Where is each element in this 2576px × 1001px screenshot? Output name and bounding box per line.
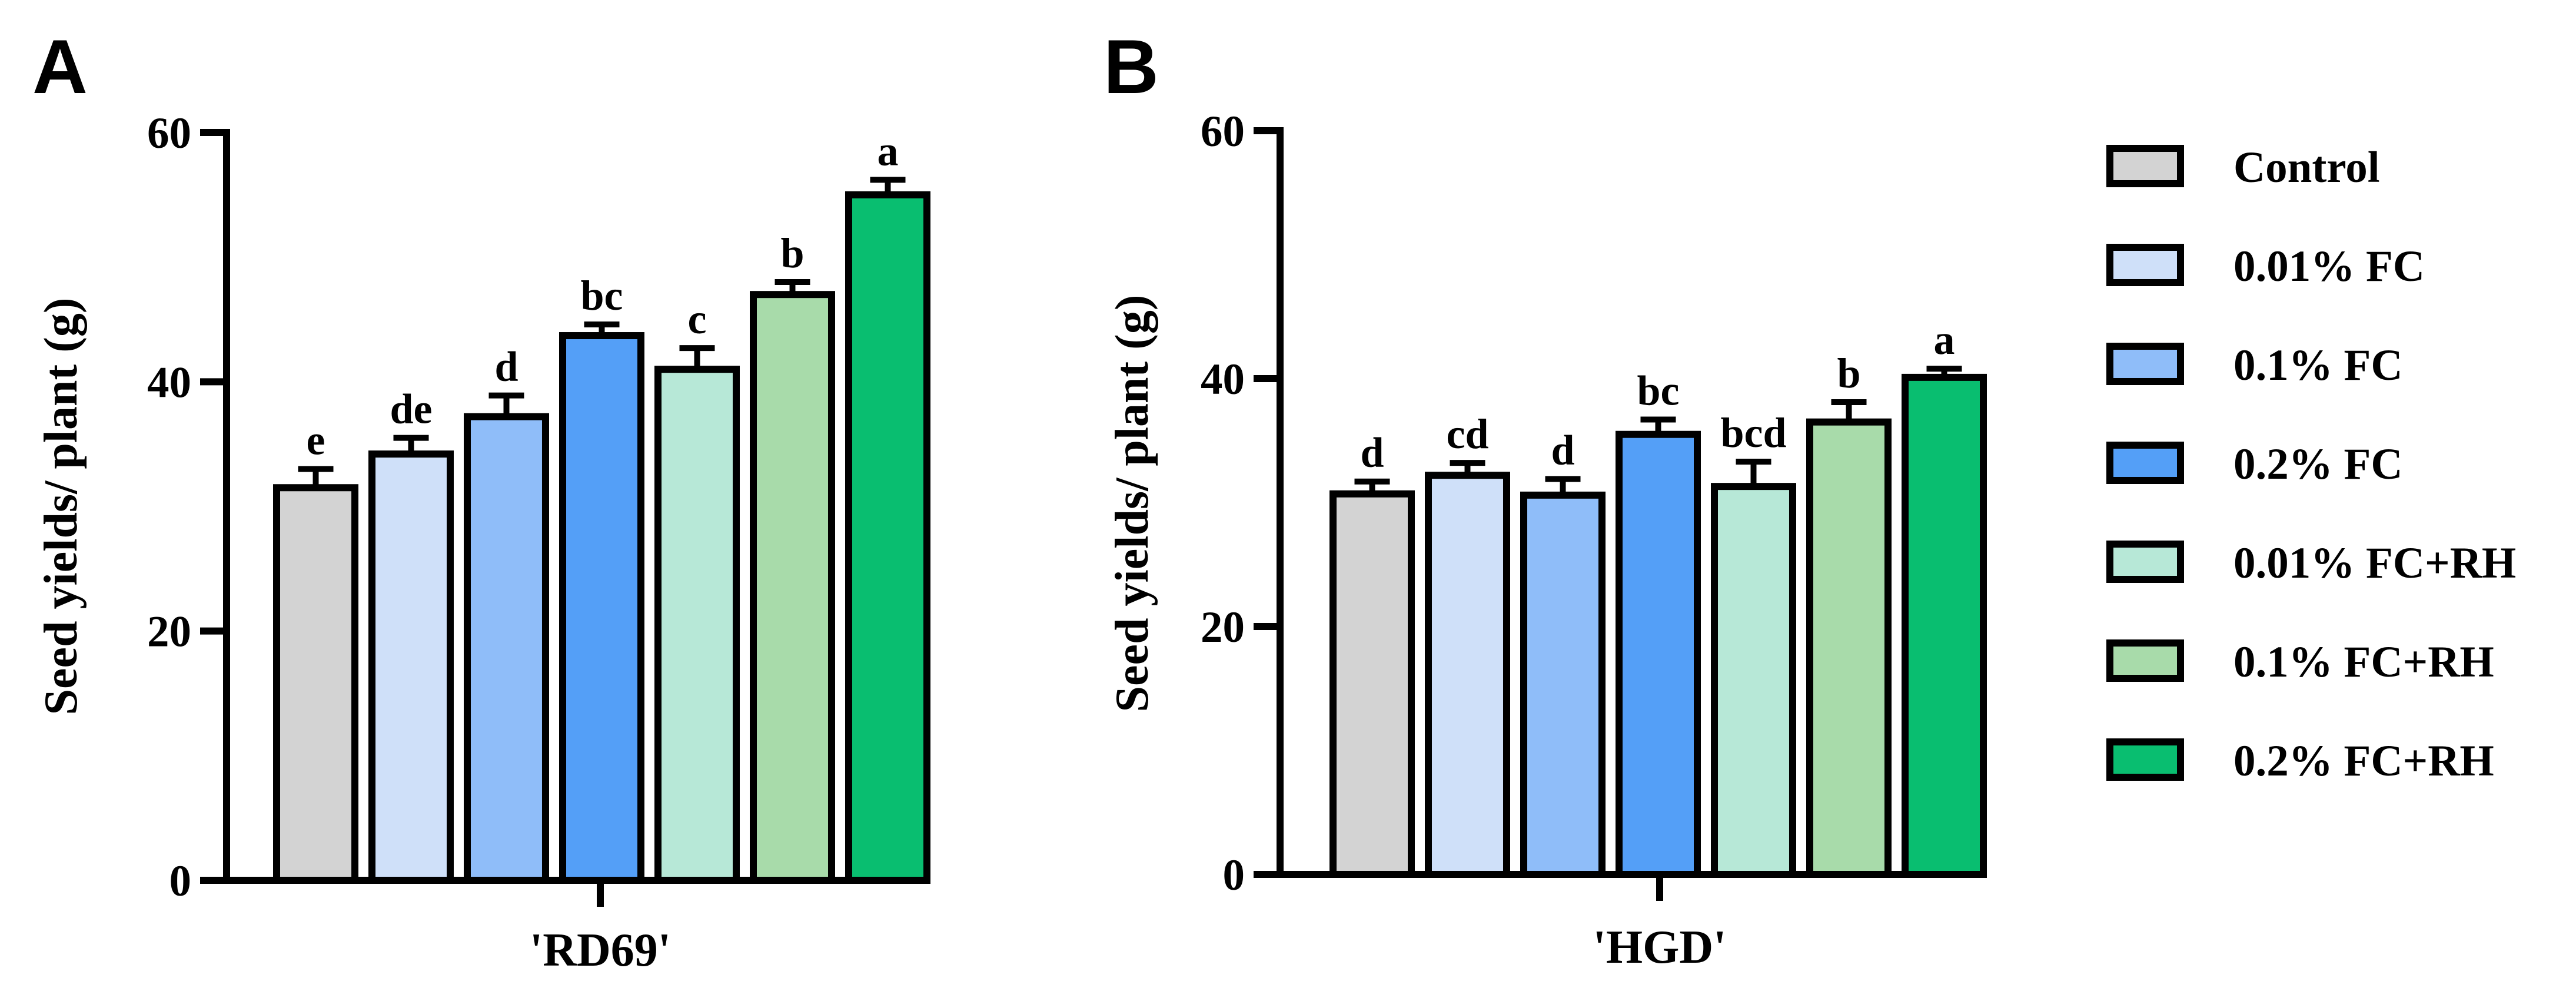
bar bbox=[1425, 472, 1510, 878]
legend-label: 0.1% FC+RH bbox=[2233, 638, 2494, 687]
y-tick-label: 60 bbox=[1201, 107, 1245, 156]
legend-swatch bbox=[2106, 244, 2184, 286]
bar bbox=[1902, 373, 1987, 878]
bar bbox=[1711, 483, 1796, 878]
bar bbox=[845, 191, 930, 884]
significance-label: a bbox=[877, 127, 899, 174]
significance-label: cd bbox=[1447, 410, 1489, 458]
legend: Control 0.01% FC 0.1% FC 0.2% FC 0.01% FC+RH… bbox=[2106, 143, 2516, 785]
x-axis-title: 'HGD' bbox=[1593, 922, 1727, 973]
legend-swatch bbox=[2106, 639, 2184, 682]
panel-a: A e de d bc c b a 0 20 40 60 Seed yields/ plant (g)… bbox=[32, 24, 930, 976]
legend-swatch bbox=[2106, 738, 2184, 781]
bar bbox=[1616, 430, 1701, 878]
y-axis-title: Seed yields/ plant (g) bbox=[35, 298, 87, 715]
y-axis-title: Seed yields/ plant (g) bbox=[1106, 295, 1158, 712]
legend-label: 0.1% FC bbox=[2233, 341, 2402, 390]
y-tick-label: 40 bbox=[1201, 355, 1245, 404]
legend-swatch bbox=[2106, 343, 2184, 385]
x-axis-title: 'RD69' bbox=[530, 924, 671, 976]
y-tick-label: 20 bbox=[1201, 603, 1245, 652]
legend-swatch bbox=[2106, 442, 2184, 484]
legend-label: 0.2% FC bbox=[2233, 440, 2402, 489]
bar bbox=[1806, 418, 1892, 878]
legend-label: Control bbox=[2233, 143, 2380, 192]
significance-label: d bbox=[494, 343, 518, 390]
legend-swatch bbox=[2106, 541, 2184, 583]
bar bbox=[654, 366, 740, 884]
bar bbox=[273, 484, 358, 884]
significance-label: b bbox=[1837, 350, 1860, 397]
significance-label: d bbox=[1360, 429, 1384, 476]
legend-label: 0.01% FC+RH bbox=[2233, 539, 2516, 588]
significance-label: d bbox=[1551, 427, 1574, 474]
significance-label: bcd bbox=[1720, 409, 1786, 456]
legend-label: 0.01% FC bbox=[2233, 242, 2425, 291]
bar bbox=[1329, 490, 1415, 878]
legend-label: 0.2% FC+RH bbox=[2233, 737, 2494, 785]
y-tick-label: 20 bbox=[147, 608, 191, 657]
bar bbox=[750, 291, 835, 884]
significance-label: c bbox=[688, 296, 707, 343]
y-tick-label: 40 bbox=[147, 358, 191, 407]
significance-label: a bbox=[1934, 316, 1955, 363]
bar bbox=[464, 413, 549, 884]
y-tick-label: 0 bbox=[1223, 851, 1245, 900]
bar bbox=[559, 332, 644, 884]
bar bbox=[1520, 491, 1606, 878]
significance-label: bc bbox=[581, 272, 623, 319]
significance-label: bc bbox=[1637, 367, 1680, 414]
significance-label: de bbox=[390, 386, 433, 433]
legend-swatch bbox=[2106, 145, 2184, 187]
bar bbox=[368, 450, 454, 884]
significance-label: e bbox=[307, 417, 325, 464]
significance-label: b bbox=[780, 230, 804, 277]
y-tick-label: 60 bbox=[147, 109, 191, 158]
y-tick-label: 0 bbox=[169, 857, 192, 906]
panel-letter-b: B bbox=[1103, 24, 1159, 110]
panel-letter-a: A bbox=[32, 24, 88, 110]
